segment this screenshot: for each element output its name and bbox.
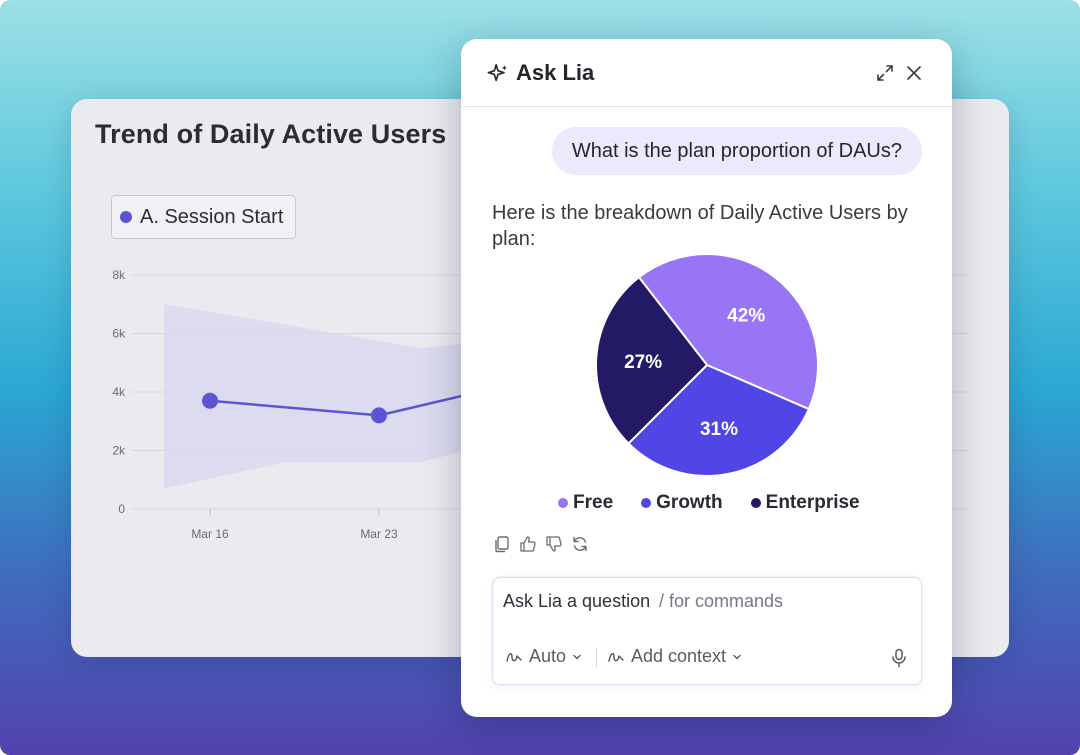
chevron-down-icon (733, 654, 741, 659)
assistant-answer-text: Here is the breakdown of Daily Active Us… (492, 202, 908, 250)
pie-legend: Free Growth Enterprise (558, 492, 860, 514)
series-color-dot (120, 211, 132, 223)
option-divider (596, 648, 597, 668)
series-legend-chip[interactable]: A. Session Start (111, 195, 296, 239)
y-tick-label: 4k (112, 385, 126, 399)
mode-label: Auto (529, 646, 567, 666)
refresh-icon[interactable] (571, 535, 589, 553)
legend-color-dot (750, 498, 761, 508)
mode-selector[interactable]: Auto (505, 646, 582, 667)
y-tick-label: 8k (112, 268, 126, 282)
data-point[interactable] (202, 392, 218, 409)
squiggle-icon (506, 652, 522, 662)
thumbs-up-icon[interactable] (519, 535, 537, 553)
legend-label: Free (573, 492, 614, 513)
chart-title: Trend of Daily Active Users (95, 119, 447, 149)
pie-slice-free[interactable] (637, 253, 819, 411)
pie-slice-growth[interactable] (627, 363, 811, 477)
panel-title: Ask Lia (516, 60, 595, 85)
chevron-down-icon (573, 654, 581, 659)
pie-slice-label: 31% (700, 419, 738, 440)
panel-header: Ask Lia (461, 39, 952, 107)
legend-label: Enterprise (765, 492, 860, 513)
pie-slice-enterprise[interactable] (595, 275, 709, 445)
copy-icon[interactable] (493, 535, 511, 553)
microphone-icon[interactable] (890, 648, 908, 668)
confidence-band (164, 304, 501, 489)
close-icon[interactable] (905, 64, 923, 82)
legend-label: Growth (656, 492, 723, 513)
legend-color-dot (641, 498, 652, 508)
input-placeholder[interactable]: Ask Lia a question (503, 591, 651, 611)
pie-legend-item: Growth (641, 492, 723, 514)
add-context-button[interactable]: Add context (607, 646, 742, 667)
user-message-text: What is the plan proportion of DAUs? (571, 139, 902, 162)
pie-chart: 42% 31% 27% (595, 253, 819, 477)
pie-slice-label: 42% (727, 305, 765, 326)
pie-legend-item: Enterprise (750, 492, 860, 514)
y-tick-label: 0 (118, 502, 125, 516)
add-context-label: Add context (631, 646, 727, 666)
user-message-bubble: What is the plan proportion of DAUs? (551, 127, 922, 175)
y-tick-label: 2k (112, 444, 126, 458)
legend-color-dot (558, 498, 568, 508)
pie-legend-item: Free (558, 492, 613, 514)
input-command-hint: / for commands (659, 591, 784, 611)
ask-lia-panel: Ask Lia What is the plan proportion of D… (461, 39, 952, 717)
y-tick-label: 6k (112, 327, 126, 341)
sparkle-icon (487, 64, 507, 82)
message-actions (493, 535, 589, 553)
data-point[interactable] (371, 407, 387, 424)
x-tick-label: Mar 16 (191, 527, 229, 541)
chat-input-box[interactable]: Ask Lia a question / for commands Auto A… (492, 577, 922, 685)
link-squiggle-icon (608, 652, 624, 662)
thumbs-down-icon[interactable] (545, 535, 563, 553)
series-legend-label: A. Session Start (140, 205, 284, 228)
expand-icon[interactable] (876, 64, 894, 82)
pie-slice-label: 27% (624, 352, 662, 373)
x-tick-label: Mar 23 (360, 527, 398, 541)
